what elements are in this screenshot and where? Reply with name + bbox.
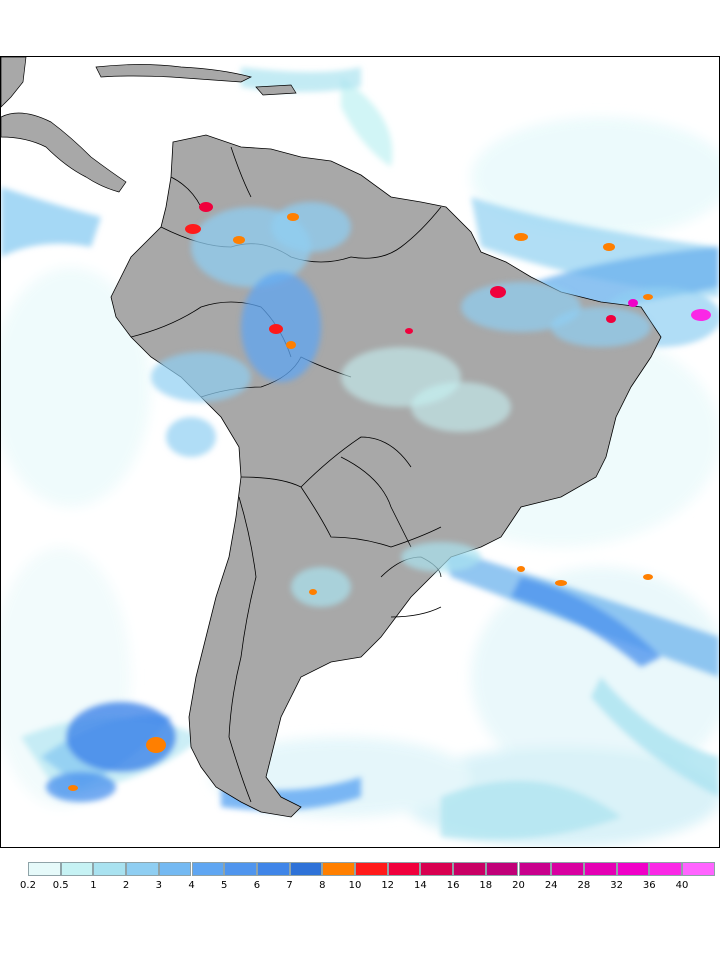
- colorbar-tick-label: 12: [381, 880, 395, 891]
- colorbar-swatch: [126, 862, 159, 876]
- colorbar-tick-label: 10: [348, 880, 362, 891]
- colorbar-swatch: [583, 862, 617, 876]
- map-canvas: [1, 57, 719, 847]
- colorbar-tick-label: 28: [577, 880, 591, 891]
- colorbar-tick-label: 0.2: [20, 880, 36, 891]
- colorbar-swatch: [682, 862, 715, 876]
- colorbar-swatch: [551, 862, 584, 876]
- colorbar-swatch: [387, 862, 421, 876]
- heavy-precip-cells: [68, 202, 711, 791]
- colorbar-swatch: [93, 862, 127, 876]
- colorbar-tick-label: 8: [319, 880, 326, 891]
- colorbar-swatch: [256, 862, 290, 876]
- colorbar-tick-label: 20: [512, 880, 525, 891]
- colorbar-swatch: [289, 862, 323, 876]
- colorbar-tick-label: 4: [188, 880, 195, 891]
- colorbar-swatch: [355, 862, 388, 876]
- colorbar-tick-label: 2: [122, 880, 130, 891]
- colorbar-tick-label: 7: [286, 880, 293, 891]
- precipitation-map: [0, 56, 720, 848]
- colorbar-tick-label: 14: [414, 880, 427, 891]
- colorbar-swatch: [420, 862, 454, 876]
- colorbar-tick-label: 18: [479, 880, 493, 891]
- colorbar-tick-label: 36: [642, 880, 656, 891]
- colorbar-tick-label: 6: [253, 880, 261, 891]
- colorbar-tick-label: 3: [155, 880, 162, 891]
- colorbar-swatch: [224, 862, 257, 876]
- colorbar-tick-label: 24: [544, 880, 558, 891]
- colorbar-swatch: [158, 862, 192, 876]
- colorbar-swatch: [28, 862, 61, 876]
- colorbar-swatch: [649, 862, 682, 876]
- colorbar-swatch: [616, 862, 650, 876]
- colorbar-swatch: [485, 862, 519, 876]
- colorbar-swatch: [191, 862, 225, 876]
- central-america-land: [1, 57, 297, 193]
- colorbar-tick-label: 40: [675, 880, 689, 891]
- colorbar-tick-label: 32: [610, 880, 623, 891]
- colorbar-swatch: [322, 862, 355, 876]
- colorbar-tick-label: 5: [221, 880, 228, 891]
- colorbar-tick-label: 16: [446, 880, 460, 891]
- colorbar-swatch: [453, 862, 486, 876]
- colorbar-tick-label: 0.5: [52, 880, 69, 891]
- colorbar-swatch: [60, 862, 94, 876]
- colorbar-tick-label: 1: [90, 880, 97, 891]
- colorbar-tick-labels: 0.2 0.5 1 2 3 4 5 6 7 8 10 12 14 16 18 20 24 28 32 36 40: [0, 880, 720, 894]
- colorbar-swatch: [518, 862, 552, 876]
